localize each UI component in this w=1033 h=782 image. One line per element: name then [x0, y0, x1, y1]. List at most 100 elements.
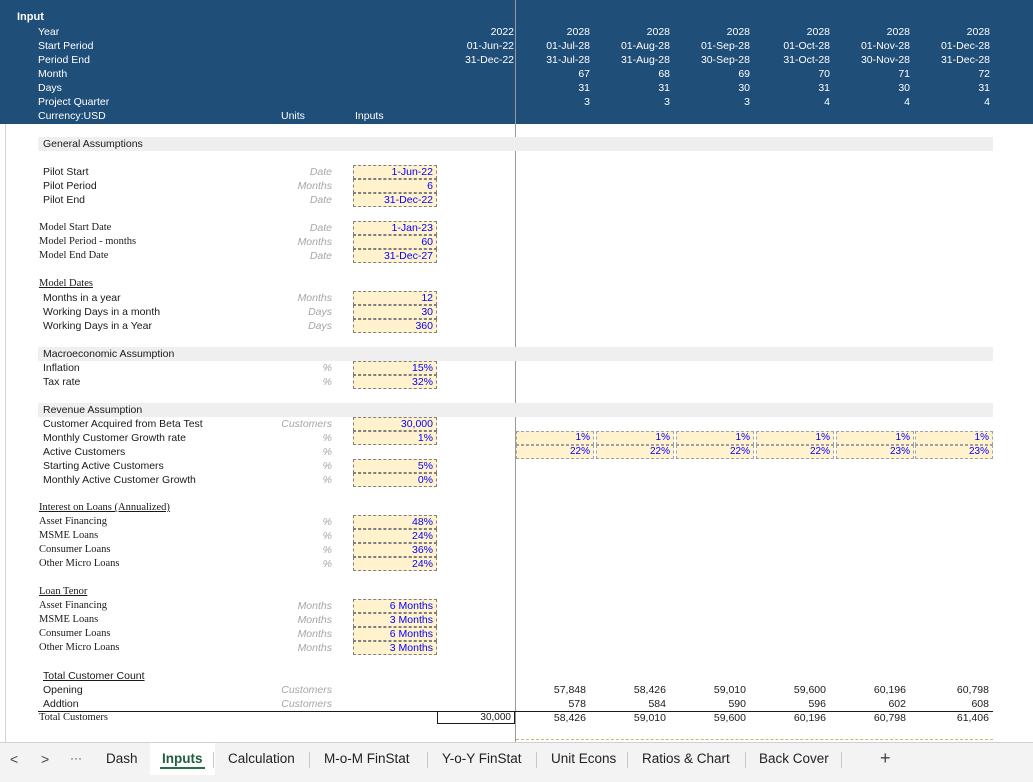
input-cell[interactable]: 31-Dec-27: [353, 249, 437, 263]
input-cell[interactable]: 32%: [353, 375, 437, 389]
header-end: 31-Dec-22: [464, 54, 514, 66]
row-label: Other Micro Loans: [39, 558, 120, 569]
input-cell[interactable]: 30,000: [353, 417, 437, 431]
row-unit: Days: [308, 320, 332, 332]
tab-inputs[interactable]: Inputs: [150, 743, 215, 775]
input-cell[interactable]: 30: [353, 305, 437, 319]
row-unit: Date: [309, 250, 332, 262]
column-divider: [515, 0, 516, 742]
row-label: Consumer Loans: [39, 628, 111, 639]
row-label: Pilot Start: [43, 166, 89, 178]
more-sheets-icon[interactable]: ···: [70, 751, 82, 765]
addition-value[interactable]: 602: [888, 698, 906, 710]
input-cell[interactable]: 3 Months: [353, 613, 437, 627]
monthly-active-cell[interactable]: 22%: [756, 445, 834, 459]
monthly-active-cell[interactable]: 22%: [596, 445, 674, 459]
addition-value[interactable]: 578: [568, 698, 586, 710]
header-label-period-end: Period End: [38, 54, 90, 66]
input-cell[interactable]: 31-Dec-22: [353, 193, 437, 207]
row-label: Total Customers: [39, 712, 108, 723]
input-cell[interactable]: 6: [353, 179, 437, 193]
addition-value[interactable]: 590: [728, 698, 746, 710]
add-sheet-icon[interactable]: +: [880, 748, 891, 768]
header-month: 70: [818, 68, 830, 80]
sheet-tab-bar: < > ··· Dash Inputs Calculation M-o-M Fi…: [0, 742, 1033, 782]
tab-yoy-finstat[interactable]: Y-o-Y FinStat: [442, 751, 522, 766]
input-cell[interactable]: 48%: [353, 515, 437, 529]
header-month: 72: [978, 68, 990, 80]
header-end: 30-Sep-28: [700, 54, 750, 66]
monthly-growth-cell[interactable]: 1%: [596, 431, 674, 445]
tab-unit-econs[interactable]: Unit Econs: [551, 751, 617, 766]
scroll-left-icon[interactable]: <: [10, 751, 19, 767]
inputs-column-header: Inputs: [355, 110, 384, 122]
row-label: Working Days in a month: [43, 306, 161, 318]
header-start: 01-Dec-28: [940, 40, 990, 52]
monthly-active-cell[interactable]: 22%: [676, 445, 754, 459]
input-cell[interactable]: 1-Jan-23: [353, 221, 437, 235]
row-label: MSME Loans: [39, 614, 99, 625]
total-value[interactable]: 58,426: [553, 712, 586, 724]
header-end: 30-Nov-28: [860, 54, 910, 66]
total-value[interactable]: 61,406: [956, 712, 989, 724]
input-cell[interactable]: 5%: [353, 459, 437, 473]
row-label: Opening: [43, 684, 83, 696]
opening-value[interactable]: 59,010: [713, 684, 746, 696]
tab-calculation[interactable]: Calculation: [228, 751, 295, 766]
input-cell[interactable]: 6 Months: [353, 599, 437, 613]
total-value[interactable]: 59,600: [713, 712, 746, 724]
input-cell[interactable]: 1%: [353, 431, 437, 445]
opening-value[interactable]: 60,196: [873, 684, 906, 696]
header-start: 01-Nov-28: [860, 40, 910, 52]
row-label: Customer Acquired from Beta Test: [43, 418, 203, 430]
header-label-currency: Currency:USD: [38, 110, 106, 122]
tab-label: Inputs: [162, 751, 203, 766]
opening-value[interactable]: 60,798: [956, 684, 989, 696]
monthly-growth-cell[interactable]: 1%: [676, 431, 754, 445]
row-unit: %: [322, 446, 332, 458]
total-input-cell[interactable]: 30,000: [437, 711, 515, 724]
monthly-growth-cell[interactable]: 1%: [836, 431, 914, 445]
opening-value[interactable]: 57,848: [553, 684, 586, 696]
header-quarter: 3: [584, 96, 590, 108]
tab-ratios-chart[interactable]: Ratios & Chart: [642, 751, 730, 766]
monthly-active-cell[interactable]: 23%: [836, 445, 914, 459]
total-value[interactable]: 60,196: [793, 712, 826, 724]
tab-dash[interactable]: Dash: [106, 751, 138, 766]
addition-value[interactable]: 596: [808, 698, 826, 710]
input-cell[interactable]: 60: [353, 235, 437, 249]
addition-value[interactable]: 584: [648, 698, 666, 710]
opening-value[interactable]: 58,426: [633, 684, 666, 696]
section-band: [38, 403, 993, 417]
input-cell[interactable]: 360: [353, 319, 437, 333]
input-cell[interactable]: 36%: [353, 543, 437, 557]
input-cell[interactable]: 1-Jun-22: [353, 165, 437, 179]
tab-mom-finstat[interactable]: M-o-M FinStat: [324, 751, 410, 766]
monthly-growth-cell[interactable]: 1%: [516, 431, 594, 445]
header-label-start-period: Start Period: [38, 40, 94, 52]
monthly-growth-cell[interactable]: 1%: [915, 431, 993, 445]
monthly-growth-cell[interactable]: 1%: [756, 431, 834, 445]
input-cell[interactable]: 24%: [353, 529, 437, 543]
header-year: 2022: [490, 26, 514, 38]
header-days: 30: [738, 82, 750, 94]
opening-value[interactable]: 59,600: [793, 684, 826, 696]
addition-value[interactable]: 608: [971, 698, 989, 710]
input-cell[interactable]: 6 Months: [353, 627, 437, 641]
input-cell[interactable]: 3 Months: [353, 641, 437, 655]
input-cell[interactable]: 0%: [353, 473, 437, 487]
row-unit: Months: [297, 236, 332, 248]
monthly-active-cell[interactable]: 23%: [915, 445, 993, 459]
total-rule: [38, 711, 993, 712]
tab-back-cover[interactable]: Back Cover: [759, 751, 829, 766]
input-cell[interactable]: 15%: [353, 361, 437, 375]
row-unit: Months: [297, 642, 332, 654]
scroll-right-icon[interactable]: >: [41, 751, 50, 767]
monthly-active-cell[interactable]: 22%: [516, 445, 594, 459]
row-label: Other Micro Loans: [39, 642, 120, 653]
header-days: 31: [578, 82, 590, 94]
input-cell[interactable]: 12: [353, 291, 437, 305]
input-cell[interactable]: 24%: [353, 557, 437, 571]
total-value[interactable]: 60,798: [873, 712, 906, 724]
total-value[interactable]: 59,010: [633, 712, 666, 724]
